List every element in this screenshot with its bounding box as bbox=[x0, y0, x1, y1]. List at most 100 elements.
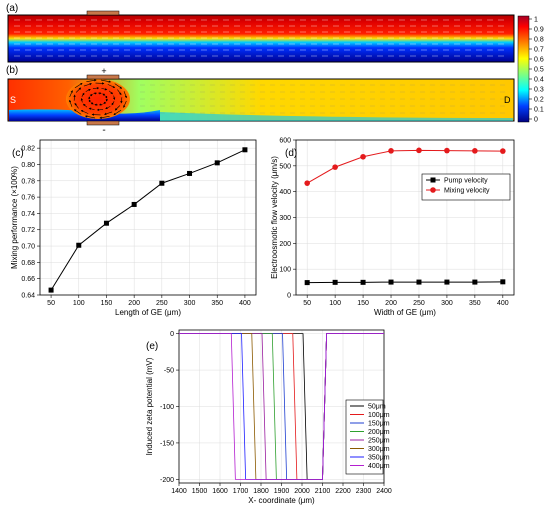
vortex-arrow bbox=[102, 93, 106, 96]
vortex-arrow bbox=[104, 111, 113, 115]
panel-label: (d) bbox=[285, 148, 297, 159]
x-tick-label: 1900 bbox=[274, 488, 290, 495]
legend-marker bbox=[430, 187, 436, 193]
vortex-arrow bbox=[123, 91, 127, 99]
y-axis-title: Induced zeta potential (mV) bbox=[145, 357, 154, 455]
vortex-arrow bbox=[86, 79, 97, 82]
colorbar-tick-label: 0.9 bbox=[534, 27, 544, 34]
y-tick-label: 0.70 bbox=[21, 244, 35, 251]
data-point bbox=[472, 148, 478, 154]
source-marker: S bbox=[10, 95, 16, 105]
vortex-arrow bbox=[92, 86, 100, 90]
data-point bbox=[242, 147, 248, 153]
vortex-arrow bbox=[120, 97, 123, 104]
colorbar-tick-label: 0.6 bbox=[534, 57, 544, 64]
x-tick-label: 250 bbox=[413, 300, 425, 307]
y-tick-label: -50 bbox=[164, 368, 174, 375]
vortex-arrow bbox=[101, 87, 108, 91]
y-tick-label: 0 bbox=[287, 293, 291, 300]
panel-a-top-electrode bbox=[86, 10, 120, 16]
negative-sign: - bbox=[102, 125, 105, 136]
vortex bbox=[66, 79, 130, 119]
y-tick-label: 600 bbox=[279, 138, 291, 145]
vortex-arrow bbox=[99, 116, 110, 119]
y-tick-label: 0.66 bbox=[21, 276, 35, 283]
vortex-arrow bbox=[108, 90, 114, 95]
legend-label: 200μm bbox=[368, 429, 390, 436]
legend-label: 350μm bbox=[368, 455, 390, 462]
vortex-arrow bbox=[87, 96, 91, 100]
panel-b-top-electrode bbox=[86, 74, 120, 80]
colorbar-tick-label: 0.3 bbox=[534, 87, 544, 94]
colorbar-tick-label: 0 bbox=[534, 117, 538, 124]
y-tick-label: -150 bbox=[160, 440, 174, 447]
chart-e: 1400 1500 1600 1700 1800 1900 2000 2100 2200 2300… bbox=[145, 329, 392, 505]
vortex-arrow bbox=[83, 83, 92, 87]
panel-a-label: (a) bbox=[6, 3, 18, 14]
legend-label: 400μm bbox=[368, 463, 390, 470]
vortex-arrows bbox=[69, 79, 127, 119]
x-tick-label: 150 bbox=[357, 300, 369, 307]
x-tick-label: 50 bbox=[47, 300, 55, 307]
legend-label: 150μm bbox=[368, 421, 390, 428]
colorbar-gradient bbox=[517, 15, 530, 123]
vortex-arrow bbox=[107, 84, 116, 88]
data-point bbox=[131, 201, 137, 207]
series-line-0 bbox=[50, 149, 246, 291]
vortex-arrow bbox=[82, 103, 88, 108]
legend-box bbox=[421, 173, 511, 201]
vortex-arrow bbox=[88, 107, 95, 111]
vortex-arrow bbox=[104, 95, 108, 99]
y-tick-label: 300 bbox=[279, 215, 291, 222]
vortex-arrow bbox=[113, 109, 122, 116]
y-tick-label: 400 bbox=[279, 189, 291, 196]
y-tick-label: 0.68 bbox=[21, 260, 35, 267]
colorbar-tick-label: 0.8 bbox=[534, 37, 544, 44]
data-point bbox=[103, 220, 109, 226]
vortex-arrow bbox=[75, 87, 82, 93]
y-tick-label: 0.78 bbox=[21, 178, 35, 185]
legend-label: Mixing velocity bbox=[444, 188, 490, 195]
colorbar-tick-label: 0.5 bbox=[534, 67, 544, 74]
data-point bbox=[159, 180, 165, 186]
y-axis-title: Mixing performance (×100%) bbox=[10, 166, 19, 269]
data-point bbox=[304, 180, 310, 186]
vortex-arrow bbox=[69, 99, 73, 107]
legend-marker bbox=[430, 177, 436, 183]
y-tick-label: -100 bbox=[160, 404, 174, 411]
panel-b-bottom-electrode bbox=[86, 120, 120, 126]
x-tick-label: 2100 bbox=[315, 488, 331, 495]
panel-a-flow-arrows bbox=[14, 19, 504, 57]
vortex-arrow bbox=[90, 94, 93, 97]
data-point bbox=[360, 153, 366, 160]
vortex-arrow bbox=[112, 95, 116, 100]
vortex-arrow bbox=[85, 89, 91, 92]
panel-b-flow-arrows bbox=[140, 84, 505, 114]
vortex-arrow bbox=[80, 98, 84, 103]
colorbar-tick-label: 0.1 bbox=[534, 107, 544, 114]
colorbar-tick-label: 1 bbox=[534, 17, 538, 24]
plot-frame bbox=[39, 139, 257, 296]
y-tick-label: 0.80 bbox=[21, 162, 35, 169]
y-tick-label: 0.64 bbox=[21, 293, 35, 300]
series-line-pump-velocity bbox=[307, 281, 503, 284]
x-tick-label: 2300 bbox=[356, 488, 372, 495]
vortex-arrow bbox=[90, 102, 94, 105]
legend-label: 250μm bbox=[368, 438, 390, 445]
vortex-arrow bbox=[73, 109, 82, 115]
legend-label: 300μm bbox=[368, 446, 390, 453]
data-point bbox=[416, 279, 422, 285]
y-tick-label: 500 bbox=[279, 163, 291, 170]
data-point bbox=[332, 164, 338, 170]
chart-c: 50 100 150 200 250 300 350 400 0.64 0.66 0.68 0.70 0… bbox=[10, 139, 257, 317]
vortex-arrow bbox=[111, 101, 115, 106]
y-tick-label: 0 bbox=[170, 331, 174, 338]
data-point bbox=[444, 147, 450, 154]
legend-label: 100μm bbox=[368, 412, 390, 419]
vortex-arrow bbox=[74, 102, 79, 109]
x-tick-label: 2400 bbox=[376, 488, 392, 495]
y-tick-label: 0.76 bbox=[21, 195, 35, 202]
x-tick-label: 350 bbox=[211, 300, 223, 307]
data-point bbox=[48, 287, 54, 293]
